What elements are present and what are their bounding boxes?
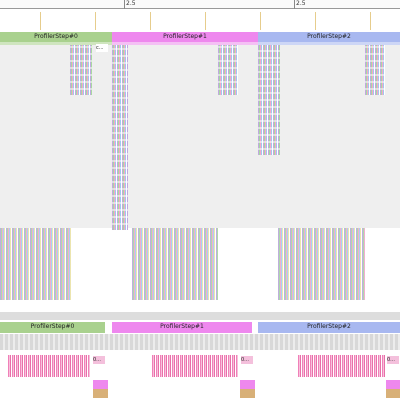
op-slices: [218, 45, 238, 95]
track-bg: [0, 42, 400, 228]
op-slices: [258, 45, 280, 155]
ruler-tick: [124, 0, 125, 9]
memcpy: [386, 389, 400, 398]
step-slice: ProfilerStep#1: [112, 322, 252, 333]
subslice: [258, 42, 400, 45]
memcpy: [240, 389, 255, 398]
memcpy: [240, 380, 255, 389]
subslice: [112, 42, 258, 45]
kernels: [132, 228, 218, 300]
ruler-label: 2.5: [296, 0, 306, 7]
cpu-ops: [0, 334, 400, 350]
kernels: [0, 228, 72, 300]
step-slice: ProfilerStep#2: [258, 32, 400, 42]
op-slices: [365, 45, 385, 95]
op-slices: [70, 45, 92, 95]
step-slice: ProfilerStep#1: [112, 32, 258, 42]
op-slices: [112, 45, 128, 230]
gpu-ops: [8, 355, 90, 377]
gpu-ops: [152, 355, 238, 377]
kernels: [278, 228, 365, 300]
separator: [0, 312, 400, 320]
ruler-label: 2.5: [126, 0, 136, 7]
step-slice: ProfilerStep#0: [0, 32, 112, 42]
gpu-ops: [298, 355, 385, 377]
step-slice: ProfilerStep#2: [258, 322, 400, 333]
flow-row: [0, 12, 400, 30]
ruler-tick: [294, 0, 295, 9]
ruler: [0, 0, 400, 9]
op-label: 0...: [241, 356, 253, 364]
subslice: [0, 42, 112, 45]
step-slice: ProfilerStep#0: [0, 322, 105, 333]
op-label: 0...: [387, 356, 399, 364]
memcpy: [386, 380, 400, 389]
op-label: c...: [96, 44, 108, 52]
memcpy: [93, 380, 108, 389]
op-label: 0...: [93, 356, 105, 364]
memcpy: [93, 389, 108, 398]
